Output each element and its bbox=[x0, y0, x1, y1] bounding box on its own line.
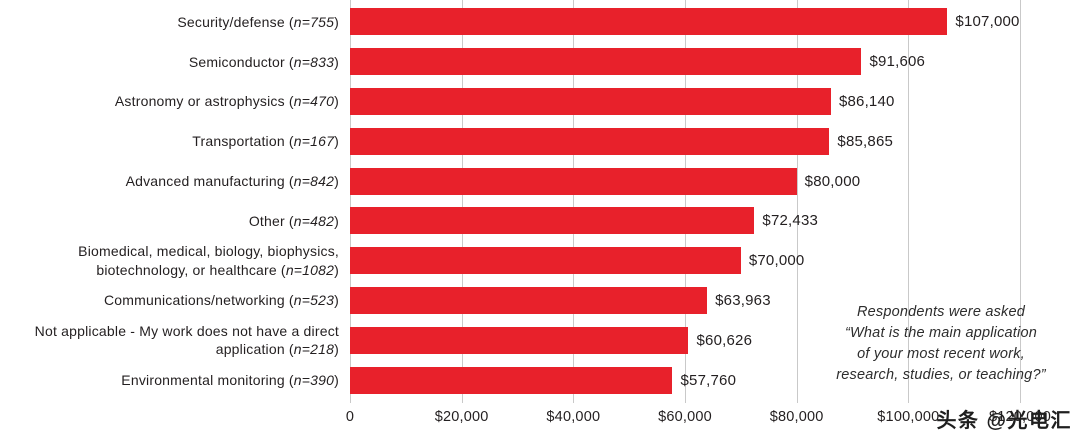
value-label: $85,865 bbox=[837, 132, 894, 150]
x-tick-label: $80,000 bbox=[769, 409, 824, 425]
chart-row: Other (n=482) $72,433 bbox=[0, 201, 1080, 241]
chart-row: Transportation (n=167) $85,865 bbox=[0, 121, 1080, 161]
bar bbox=[350, 326, 689, 354]
value-label: $70,000 bbox=[748, 252, 805, 270]
bar-track: $70,000 bbox=[350, 241, 1020, 281]
bar bbox=[350, 366, 673, 394]
category-label: Advanced manufacturing (n=842) bbox=[125, 172, 339, 189]
watermark-text: 头条 @光电汇 bbox=[936, 410, 1072, 432]
bar bbox=[350, 87, 831, 115]
x-tick-label: 0 bbox=[345, 409, 355, 425]
category-label: Security/defense (n=755) bbox=[177, 13, 339, 30]
value-label: $63,963 bbox=[715, 291, 771, 309]
chart-rows: Security/defense (n=755) $107,000 Semicond… bbox=[0, 2, 1080, 400]
category-label: Semiconductor (n=833) bbox=[188, 53, 339, 70]
bar-track: $72,433 bbox=[350, 201, 1020, 241]
bar-track: $63,963 bbox=[350, 281, 1020, 321]
x-tick-label: $40,000 bbox=[546, 409, 601, 425]
value-label: $57,760 bbox=[680, 371, 737, 389]
category-label: Other (n=482) bbox=[248, 212, 339, 229]
chart-row: Security/defense (n=755) $107,000 bbox=[0, 2, 1080, 42]
category-label: Environmental monitoring (n=390) bbox=[121, 371, 339, 388]
bar bbox=[350, 8, 948, 36]
x-tick-label: $120,000 bbox=[988, 409, 1052, 425]
value-label: $72,433 bbox=[762, 212, 819, 230]
value-label: $60,626 bbox=[696, 331, 753, 349]
value-label: $80,000 bbox=[804, 172, 861, 190]
chart-row: Environmental monitoring (n=390) $57,760 bbox=[0, 360, 1080, 400]
gridline bbox=[350, 0, 351, 403]
bar bbox=[350, 207, 755, 235]
x-tick-label: $100,000 bbox=[877, 409, 940, 425]
x-axis: 0 $20,000 $40,000 $60,000 $80,000 $100,000 $12… bbox=[346, 409, 1051, 433]
x-tick-label: $60,000 bbox=[658, 409, 712, 425]
value-label: $86,140 bbox=[838, 92, 895, 110]
bar-track: $57,760 bbox=[350, 360, 1020, 400]
bar-track: $80,000 bbox=[350, 161, 1020, 201]
gridlines bbox=[350, 0, 1021, 403]
chart-row: Astronomy or astrophysics (n=470) $86,140 bbox=[0, 82, 1080, 122]
category-label: Transportation (n=167) bbox=[192, 133, 339, 150]
gridline bbox=[461, 0, 463, 403]
category-label: Not applicable - My work does not have a… bbox=[34, 323, 339, 358]
gridline bbox=[908, 0, 910, 403]
bar-track: $85,865 bbox=[350, 121, 1020, 161]
x-tick-label: $20,000 bbox=[434, 409, 489, 425]
bar bbox=[350, 286, 708, 314]
bar bbox=[350, 48, 862, 76]
bar bbox=[350, 247, 741, 275]
chart-row: Biomedical, medical, biology, biophysics… bbox=[0, 241, 1080, 281]
bar bbox=[350, 167, 797, 195]
bar-track: $60,626 bbox=[350, 320, 1020, 360]
gridline bbox=[685, 0, 686, 403]
category-label: Astronomy or astrophysics (n=470) bbox=[114, 93, 339, 110]
category-label: Biomedical, medical, biology, biophysics… bbox=[78, 243, 339, 278]
survey-question-annotation: Respondents were asked “What is the main… bbox=[836, 304, 1046, 384]
gridline bbox=[796, 0, 798, 403]
value-label: $107,000 bbox=[955, 13, 1020, 31]
gridline bbox=[573, 0, 575, 403]
watermark: 头条 @光电汇 bbox=[936, 404, 1072, 433]
chart-row: Advanced manufacturing (n=842) $80,000 bbox=[0, 161, 1080, 201]
chart-row: Semiconductor (n=833) $91,606 bbox=[0, 42, 1080, 82]
bar-track: $107,000 bbox=[350, 2, 1020, 42]
gridline bbox=[1020, 0, 1021, 403]
chart-row: Not applicable - My work does not have a… bbox=[0, 320, 1080, 360]
bar-track: $86,140 bbox=[350, 82, 1020, 122]
bar bbox=[350, 127, 830, 155]
category-label: Communications/networking (n=523) bbox=[103, 292, 339, 309]
chart-row: Communications/networking (n=523) $63,963 bbox=[0, 281, 1080, 321]
value-label: $91,606 bbox=[869, 53, 926, 71]
bar-track: $91,606 bbox=[350, 42, 1020, 82]
